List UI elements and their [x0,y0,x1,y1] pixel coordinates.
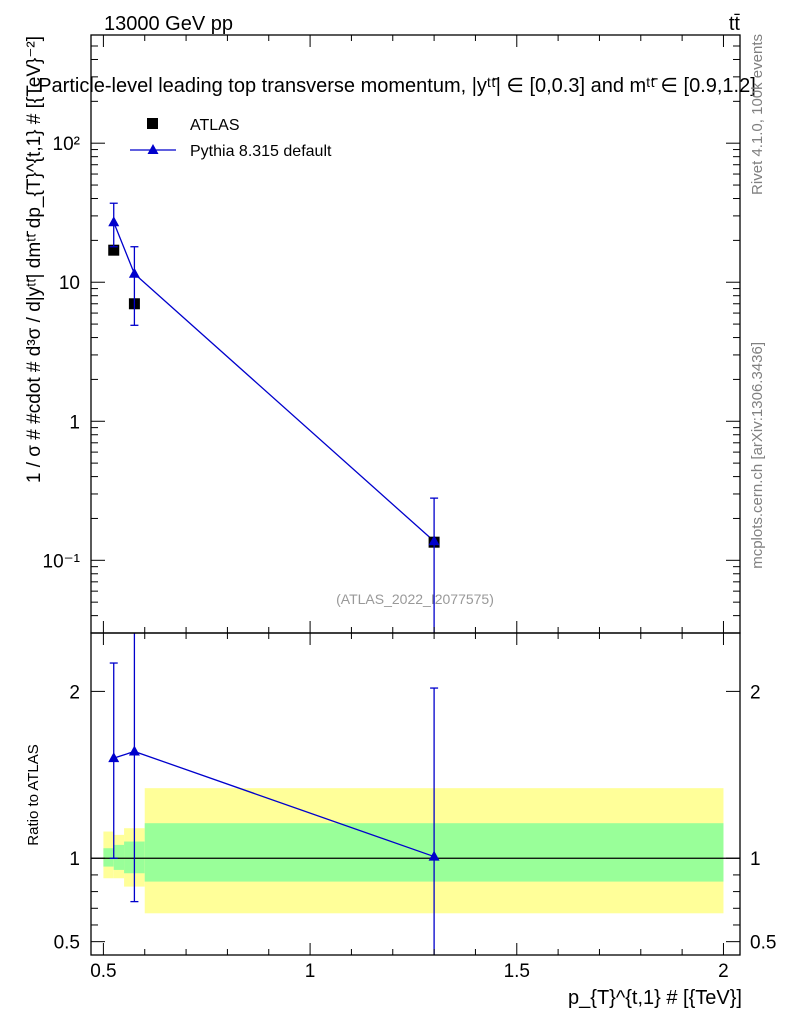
ratio-band-inner [134,841,145,874]
pythia-line [113,222,435,542]
ratio-data-point [128,745,140,756]
x-tick-label: 0.5 [90,961,116,982]
main-y-tick-label: 1 [69,412,80,433]
legend: ATLAS Pythia 8.315 default [130,117,332,160]
legend-atlas-label: ATLAS [190,117,240,134]
ratio-y-tick-label-left: 1 [69,849,80,870]
main-y-axis-label: 1 / σ # #cdot # d³σ / d|yᵗᵗ̄| dmᵗᵗ̄ dp_{… [24,36,45,483]
legend-pythia-marker [147,144,159,154]
x-tick-label: 2 [718,961,729,982]
pythia-data-point [428,535,440,546]
x-tick-label: 1.5 [504,961,530,982]
analysis-watermark: (ATLAS_2022_I2077575) [336,591,494,607]
x-axis-label: p_{T}^{t,1} # [{TeV}] [568,987,742,1009]
atlas-data-point [108,244,120,256]
ratio-y-axis-label: Ratio to ATLAS [25,744,42,845]
ratio-y-tick-label-right: 0.5 [750,933,776,954]
ratio-band-inner [103,848,114,867]
ratio-band-inner [124,841,135,874]
ratio-data-point [428,850,440,861]
mcplots-label: mcplots.cern.ch [arXiv:1306.3436] [749,342,766,569]
main-y-tick-label: 10 [59,273,80,294]
ratio-data-point [108,752,120,763]
rivet-label: Rivet 4.1.0, 100k events [749,34,766,195]
process-label: tt̄ [729,13,741,35]
ratio-y-tick-label-left: 0.5 [54,933,80,954]
main-panel-frame [90,34,741,634]
main-panel-marks [108,202,440,633]
legend-pythia-label: Pythia 8.315 default [190,143,332,160]
ratio-band-inner [113,844,125,870]
axes: 0.5 1 1.5 2 10⁻¹ 1 10 10² 0.5 0.5 1 1 2 2 [43,34,776,982]
main-y-tick-label: 10² [53,134,80,155]
pythia-data-point [108,216,120,227]
main-y-tick-label: 10⁻¹ [43,551,81,572]
ratio-y-tick-label-right: 2 [750,682,761,703]
plot-title: Particle-level leading top transverse mo… [38,75,756,97]
ratio-y-tick-label-left: 2 [69,682,80,703]
energy-label: 13000 GeV pp [104,13,233,35]
ratio-panel-frame [90,632,741,956]
pythia-data-point [128,267,140,278]
ratio-uncertainty-bands [103,788,724,914]
ratio-y-tick-label-right: 1 [750,849,761,870]
legend-atlas-marker [147,118,158,129]
ratio-panel-marks [91,633,740,955]
x-tick-label: 1 [305,961,316,982]
